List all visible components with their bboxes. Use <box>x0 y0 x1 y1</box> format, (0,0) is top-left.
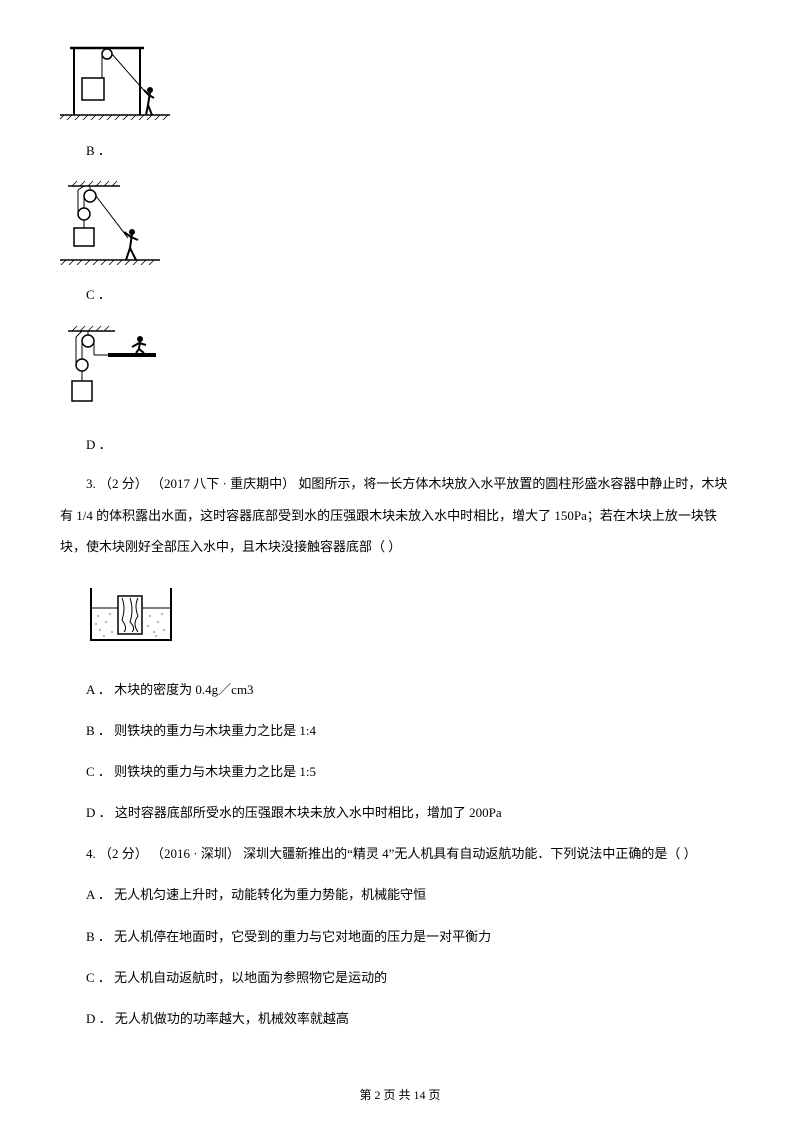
question-4-text: 4. （2 分） （2016 · 深圳） 深圳大疆新推出的“精灵 4”无人机具有… <box>60 838 740 869</box>
question-3-text: 3. （2 分） （2017 八下 · 重庆期中） 如图所示，将一长方体木块放入… <box>60 468 740 562</box>
q3-option-d: D ． 这时容器底部所受水的压强跟木块未放入水中时相比，增加了 200Pa <box>60 797 740 828</box>
q4-option-a: A ． 无人机匀速上升时，动能转化为重力势能，机械能守恒 <box>60 879 740 910</box>
diagram-d <box>60 325 170 426</box>
q3-option-a: A ． 木块的密度为 0.4g／cm3 <box>60 674 740 705</box>
option-c-label: C ． <box>60 279 740 310</box>
diagram-b <box>60 40 170 131</box>
option-d-label: D ． <box>60 429 740 460</box>
q3-option-b: B ． 则铁块的重力与木块重力之比是 1:4 <box>60 715 740 746</box>
diagram-c <box>60 180 160 276</box>
q3-figure <box>86 580 740 656</box>
option-b-label: B ． <box>60 135 740 166</box>
q4-option-d: D ． 无人机做功的功率越大，机械效率就越高 <box>60 1003 740 1034</box>
q4-option-c: C ． 无人机自动返航时，以地面为参照物它是运动的 <box>60 962 740 993</box>
option-d-row <box>60 325 740 426</box>
q4-option-b: B ． 无人机停在地面时，它受到的重力与它对地面的压力是一对平衡力 <box>60 921 740 952</box>
option-c-row <box>60 180 740 276</box>
q3-option-c: C ． 则铁块的重力与木块重力之比是 1:5 <box>60 756 740 787</box>
page-footer: 第 2 页 共 14 页 <box>0 1082 800 1108</box>
option-b-row <box>60 40 740 131</box>
